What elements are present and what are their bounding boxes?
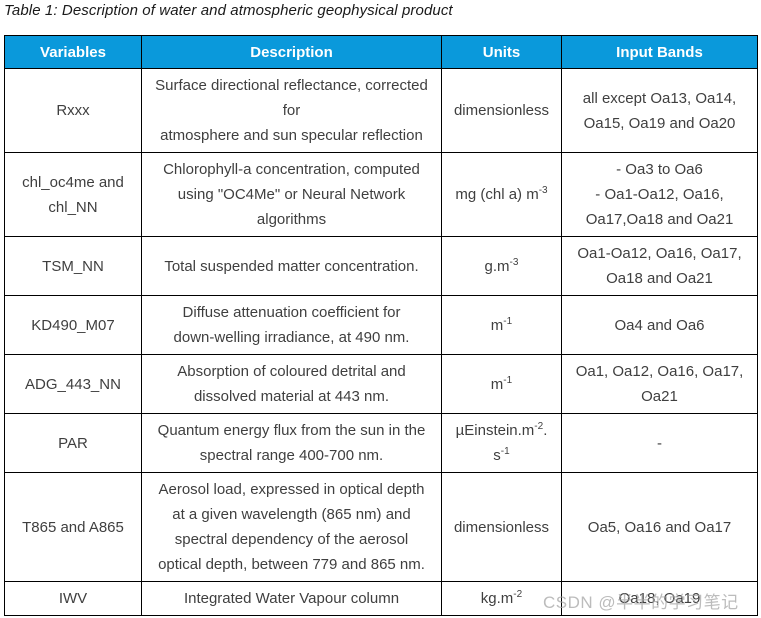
description-cell: Surface directional reflectance, correct… [141,68,442,153]
column-header-variables: Variables [4,35,142,69]
units-cell: µEinstein.m-2. s-1 [441,413,562,473]
input-bands-cell: - [561,413,758,473]
description-cell: Aerosol load, expressed in optical depth… [141,472,442,582]
units-cell: dimensionless [441,472,562,582]
variable-cell: KD490_M07 [4,295,142,355]
table-row: PAR Quantum energy flux from the sun in t… [4,413,758,473]
table-body: Rxxx Surface directional reflectance, cor… [4,68,758,616]
units-cell: g.m-3 [441,236,562,296]
variable-cell: chl_oc4me and chl_NN [4,152,142,237]
table-row: ADG_443_NN Absorption of coloured detrita… [4,354,758,414]
input-bands-cell: Oa1, Oa12, Oa16, Oa17, Oa21 [561,354,758,414]
table-row: KD490_M07 Diffuse attenuation coefficient… [4,295,758,355]
products-table: Variables Description Units Input Bands Rxx… [4,35,758,616]
variable-cell: ADG_443_NN [4,354,142,414]
table-row: IWV Integrated Water Vapour column kg.m-2 O… [4,581,758,616]
units-cell: dimensionless [441,68,562,153]
header-row: Variables Description Units Input Bands [4,35,758,69]
table-caption: Table 1: Description of water and atmosp… [4,2,453,19]
input-bands-cell: Oa5, Oa16 and Oa17 [561,472,758,582]
units-cell: mg (chl a) m-3 [441,152,562,237]
column-header-units: Units [441,35,562,69]
variable-cell: PAR [4,413,142,473]
description-cell: Absorption of coloured detrital and disso… [141,354,442,414]
table-header: Variables Description Units Input Bands [4,35,758,69]
column-header-description: Description [141,35,442,69]
table-row: chl_oc4me and chl_NN Chlorophyll-a concent… [4,152,758,237]
description-cell: Diffuse attenuation coefficient for down-… [141,295,442,355]
description-cell: Integrated Water Vapour column [141,581,442,616]
variable-cell: TSM_NN [4,236,142,296]
units-cell: m-1 [441,295,562,355]
variable-cell: IWV [4,581,142,616]
description-cell: Total suspended matter concentration. [141,236,442,296]
input-bands-cell: - Oa3 to Oa6- Oa1-Oa12, Oa16, Oa17,Oa18 a… [561,152,758,237]
table-row: T865 and A865 Aerosol load, expressed in … [4,472,758,582]
table-row: TSM_NN Total suspended matter concentrati… [4,236,758,296]
input-bands-cell: Oa18, Oa19 [561,581,758,616]
column-header-input-bands: Input Bands [561,35,758,69]
input-bands-cell: all except Oa13, Oa14, Oa15, Oa19 and Oa2… [561,68,758,153]
units-cell: m-1 [441,354,562,414]
input-bands-cell: Oa1-Oa12, Oa16, Oa17, Oa18 and Oa21 [561,236,758,296]
table-row: Rxxx Surface directional reflectance, cor… [4,68,758,153]
input-bands-cell: Oa4 and Oa6 [561,295,758,355]
variable-cell: T865 and A865 [4,472,142,582]
variable-cell: Rxxx [4,68,142,153]
units-cell: kg.m-2 [441,581,562,616]
description-cell: Quantum energy flux from the sun in the s… [141,413,442,473]
description-cell: Chlorophyll-a concentration, computed usi… [141,152,442,237]
